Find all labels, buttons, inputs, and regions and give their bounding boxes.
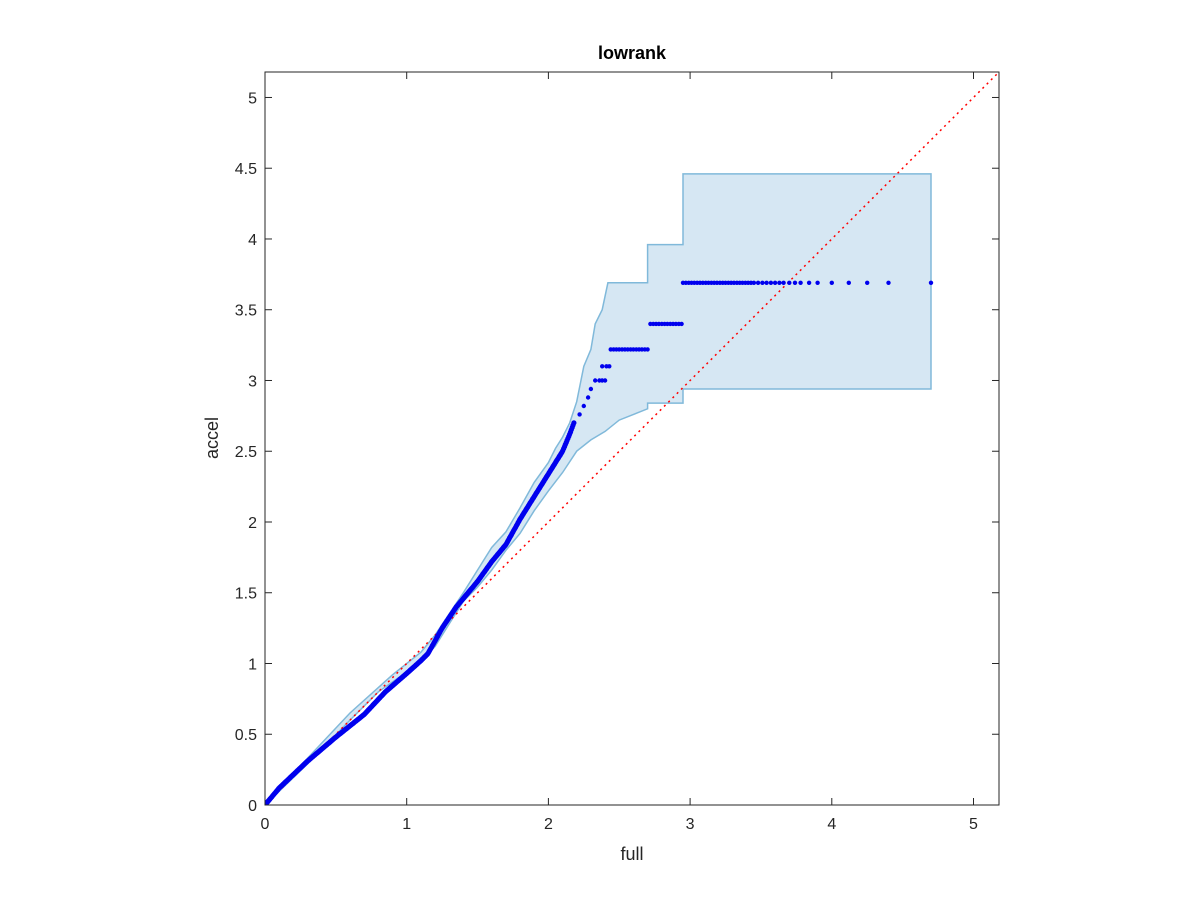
y-tick-label: 4.5: [235, 161, 257, 178]
y-tick-label: 5: [248, 90, 257, 107]
data-point: [751, 280, 757, 285]
data-point: [607, 364, 612, 369]
data-point: [645, 347, 650, 352]
y-tick-label: 0: [248, 798, 257, 815]
y-axis-ticks: 0 0.5 1 1.5 2 2.5 3 3.5 4 4.5 5: [235, 90, 999, 815]
data-point: [602, 378, 608, 383]
data-point: [577, 412, 582, 417]
y-tick-label: 1.5: [235, 586, 257, 603]
x-tick-label: 5: [969, 816, 978, 833]
chart-title: lowrank: [598, 43, 667, 63]
reference-line: [265, 72, 999, 805]
data-point: [846, 280, 851, 285]
data-point: [815, 280, 820, 285]
data-point: [772, 280, 778, 285]
data-point: [928, 280, 934, 285]
x-axis-label: full: [620, 844, 643, 864]
x-tick-label: 3: [686, 816, 695, 833]
data-point: [865, 280, 870, 285]
data-points: [265, 280, 934, 805]
data-point: [777, 280, 782, 285]
data-point: [806, 280, 812, 285]
data-point: [764, 280, 769, 285]
y-tick-label: 3: [248, 373, 257, 390]
y-tick-label: 2: [248, 515, 257, 532]
data-point: [781, 280, 786, 285]
data-point: [792, 280, 798, 285]
data-point: [588, 386, 594, 392]
x-axis-ticks: 0 1 2 3 4 5: [261, 72, 978, 833]
y-tick-label: 2.5: [235, 444, 257, 461]
y-tick-label: 3.5: [235, 303, 257, 320]
axes-box: [264, 71, 1000, 806]
y-tick-label: 1: [248, 656, 257, 673]
data-point: [787, 280, 792, 285]
data-point: [593, 378, 598, 383]
data-point: [581, 403, 586, 409]
data-point: [760, 280, 765, 285]
data-point: [829, 280, 834, 285]
x-tick-label: 0: [261, 816, 270, 833]
x-tick-label: 2: [544, 816, 553, 833]
y-tick-label: 0.5: [235, 727, 257, 744]
y-axis-label: accel: [202, 417, 222, 459]
data-point: [768, 280, 774, 285]
plot-area: [265, 72, 999, 805]
data-point: [571, 420, 577, 426]
data-point: [798, 280, 803, 285]
data-point: [679, 321, 684, 327]
data-point: [755, 280, 761, 285]
y-tick-label: 4: [248, 232, 257, 249]
x-tick-label: 1: [402, 816, 411, 833]
data-point: [600, 364, 605, 369]
data-point: [585, 395, 591, 400]
data-point: [886, 280, 891, 285]
x-tick-label: 4: [827, 816, 836, 833]
